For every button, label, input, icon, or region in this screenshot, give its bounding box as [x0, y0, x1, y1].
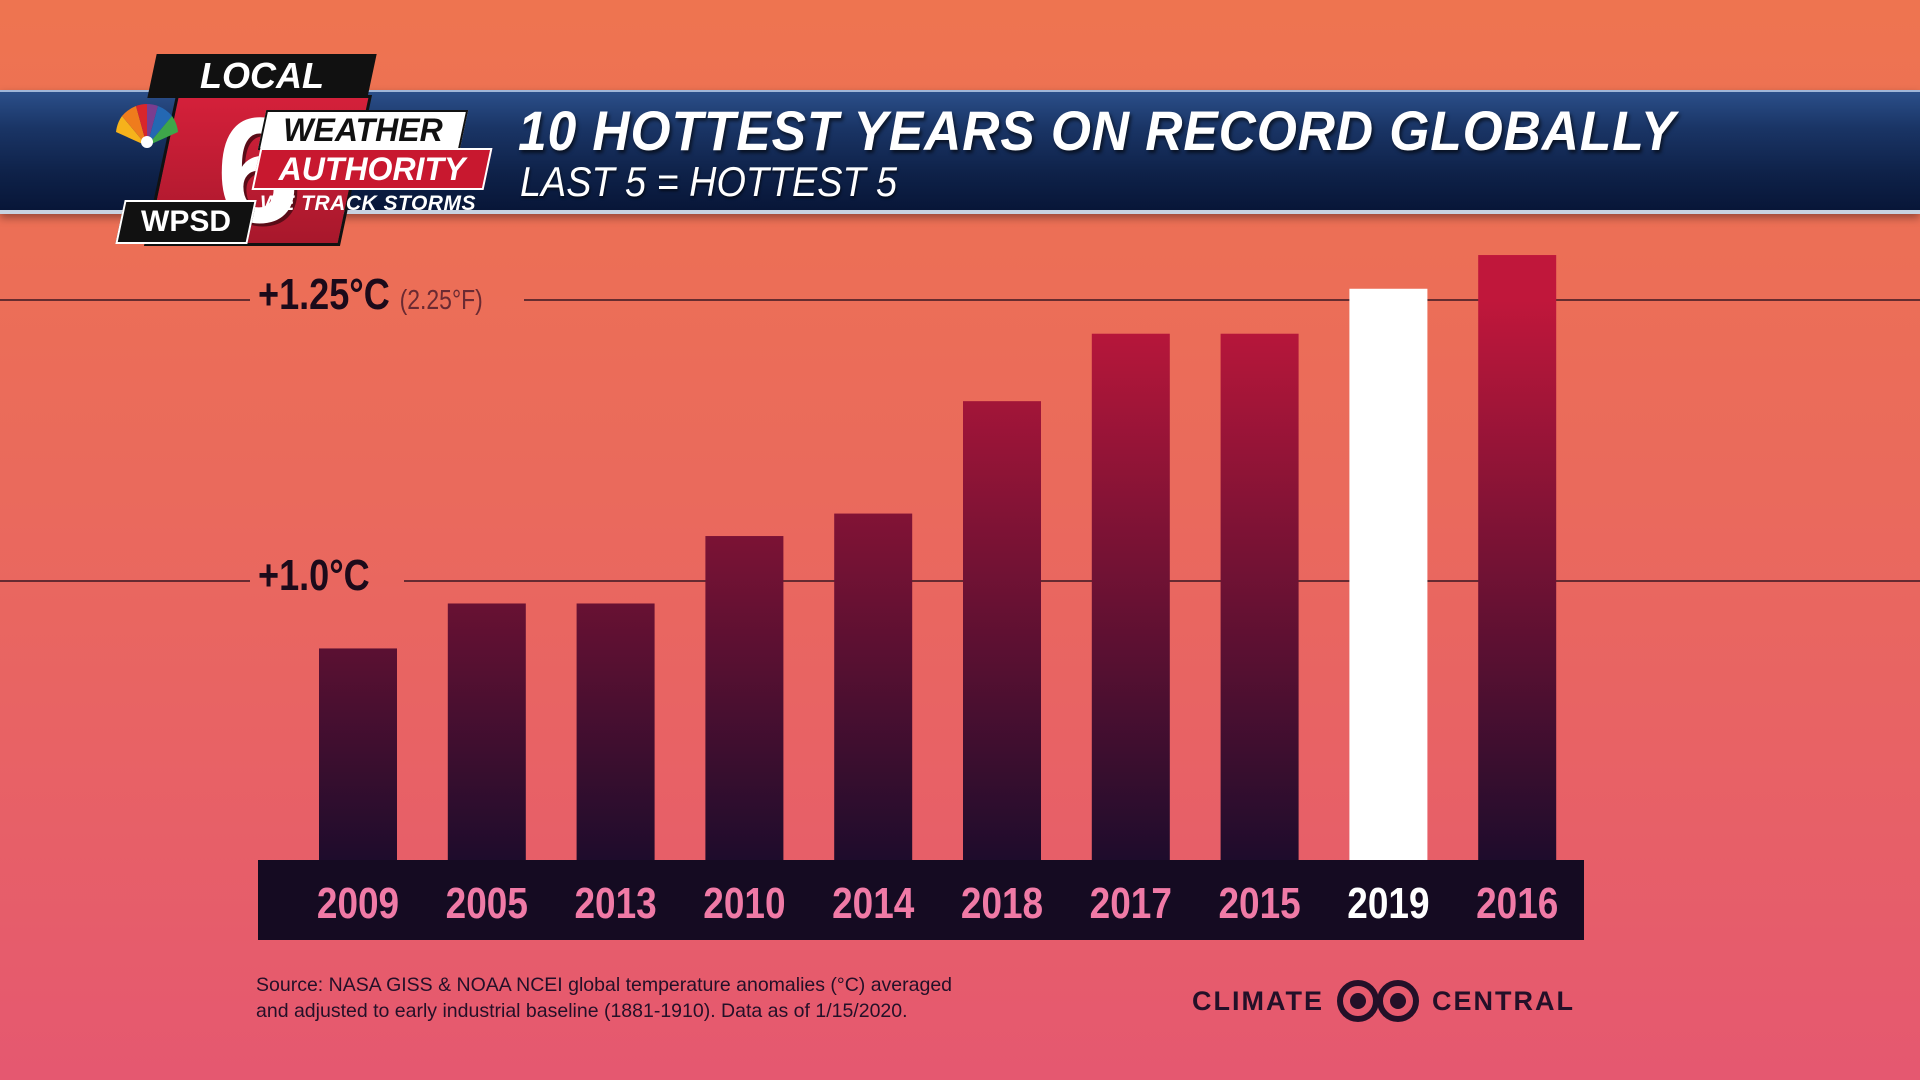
- bar-2018: [963, 401, 1041, 860]
- bar-2013: [576, 603, 655, 860]
- bar-2017: [1091, 333, 1170, 861]
- x-tick-label-2014: 2014: [832, 878, 915, 928]
- bar-2014: [834, 513, 913, 860]
- bar-2005: [447, 603, 526, 860]
- y-tick-label: +1.0°C: [258, 551, 370, 601]
- x-tick-label-2005: 2005: [446, 878, 528, 928]
- x-tick-label-2013: 2013: [574, 878, 656, 928]
- station-logo: LOCAL 6 WPSD WEATHER AUTHORITY WE TRACK …: [100, 50, 493, 254]
- year-label-strip: [258, 860, 1584, 940]
- x-tick-label-2017: 2017: [1090, 878, 1172, 928]
- y-tick-fahrenheit: (2.25°F): [399, 284, 483, 315]
- source-line-2: and adjusted to early industrial baselin…: [256, 1000, 908, 1022]
- source-note: Source: NASA GISS & NOAA NCEI global tem…: [256, 972, 1116, 1024]
- chart-subtitle: LAST 5 = HOTTEST 5: [520, 158, 898, 205]
- bar-2016: [1478, 255, 1557, 861]
- x-axis-labels: 2009 2005 2013 2010 2014 2018 2017 2015 2019 2016: [317, 878, 1558, 928]
- bar-2010: [705, 536, 784, 860]
- x-tick-label-2016: 2016: [1476, 878, 1558, 928]
- x-tick-label-2018: 2018: [961, 878, 1043, 928]
- gridlines: [0, 299, 1920, 582]
- y-tick-label: +1.25°C (2.25°F): [258, 270, 483, 320]
- y-tick-value: +1.25°C: [258, 270, 390, 319]
- source-line-1: Source: NASA GISS & NOAA NCEI global tem…: [256, 974, 953, 996]
- y-tick-value: +1.0°C: [258, 551, 370, 600]
- logo-tagline: WE TRACK STORMS: [248, 190, 488, 218]
- x-tick-label-2009: 2009: [317, 878, 399, 928]
- peacock-icon: [116, 104, 178, 148]
- bar-2009: [319, 648, 397, 860]
- x-tick-label-2010: 2010: [703, 878, 785, 928]
- brand-left-text: CLIMATE: [1192, 985, 1324, 1016]
- brand-right-text: CENTRAL: [1431, 985, 1575, 1016]
- x-tick-label-2019: 2019: [1347, 878, 1429, 928]
- bars-group: [319, 255, 1557, 861]
- bar-2015: [1220, 333, 1299, 861]
- climate-central-logo: CLIMATE CENTRAL: [1192, 978, 1575, 1024]
- bar-2019: [1349, 288, 1428, 860]
- x-tick-label-2015: 2015: [1218, 878, 1300, 928]
- chart-title: 10 HOTTEST YEARS ON RECORD GLOBALLY: [518, 99, 1677, 162]
- logo-tagline-text: WE TRACK STORMS: [260, 192, 476, 215]
- climate-central-rings-icon: [1336, 980, 1419, 1022]
